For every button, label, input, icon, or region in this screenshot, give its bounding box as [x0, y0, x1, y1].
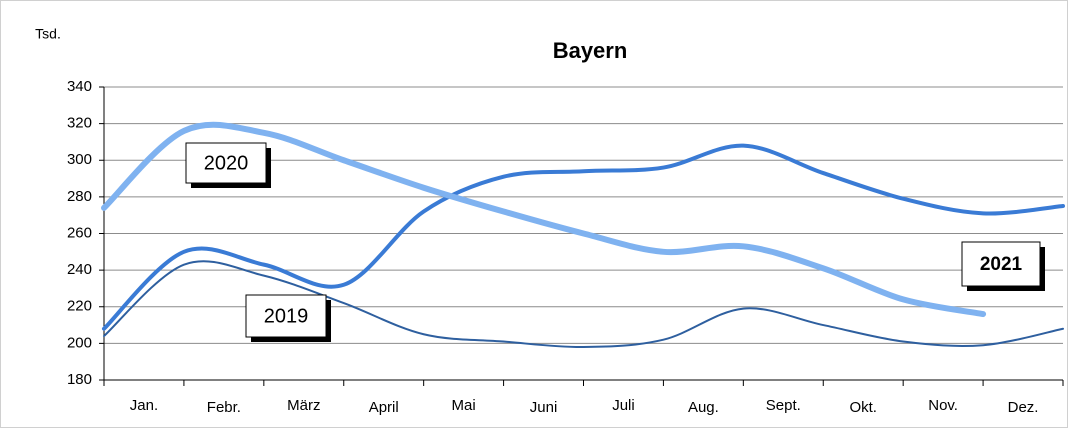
data-line — [101, 121, 987, 318]
y-axis-label: Tsd. — [35, 26, 61, 42]
legend-label: 2020 — [204, 152, 249, 174]
x-tick-label: Jan. — [130, 397, 158, 414]
y-tick-label: 320 — [67, 115, 92, 132]
y-tick-label: 240 — [67, 261, 92, 278]
legend-box — [245, 294, 327, 338]
x-tick-label: Mai — [452, 397, 476, 414]
y-tick-label: 340 — [67, 78, 92, 95]
x-tick-label: Aug. — [688, 399, 719, 416]
x-tick-label: Okt. — [849, 399, 877, 416]
x-tick-label: April — [369, 399, 399, 416]
legend-label: 2021 — [980, 254, 1023, 275]
legend-box — [185, 142, 267, 184]
chart-title: Bayern — [553, 38, 628, 63]
x-tick-label: Sept. — [766, 397, 801, 414]
data-line — [103, 260, 1064, 349]
y-tick-label: 220 — [67, 298, 92, 315]
x-tick-label: Dez. — [1008, 399, 1039, 416]
legend-box — [961, 241, 1041, 287]
y-tick-label: 180 — [67, 371, 92, 388]
data-line — [102, 143, 1065, 331]
x-tick-label: März — [287, 397, 320, 414]
legend-label: 2019 — [264, 305, 309, 327]
y-tick-label: 200 — [67, 334, 92, 351]
y-tick-label: 300 — [67, 151, 92, 168]
x-tick-label: Juli — [612, 397, 635, 414]
x-tick-label: Febr. — [207, 399, 241, 416]
x-tick-label: Nov. — [928, 397, 958, 414]
x-tick-label: Juni — [530, 399, 558, 416]
y-tick-label: 260 — [67, 224, 92, 241]
y-tick-label: 280 — [67, 188, 92, 205]
